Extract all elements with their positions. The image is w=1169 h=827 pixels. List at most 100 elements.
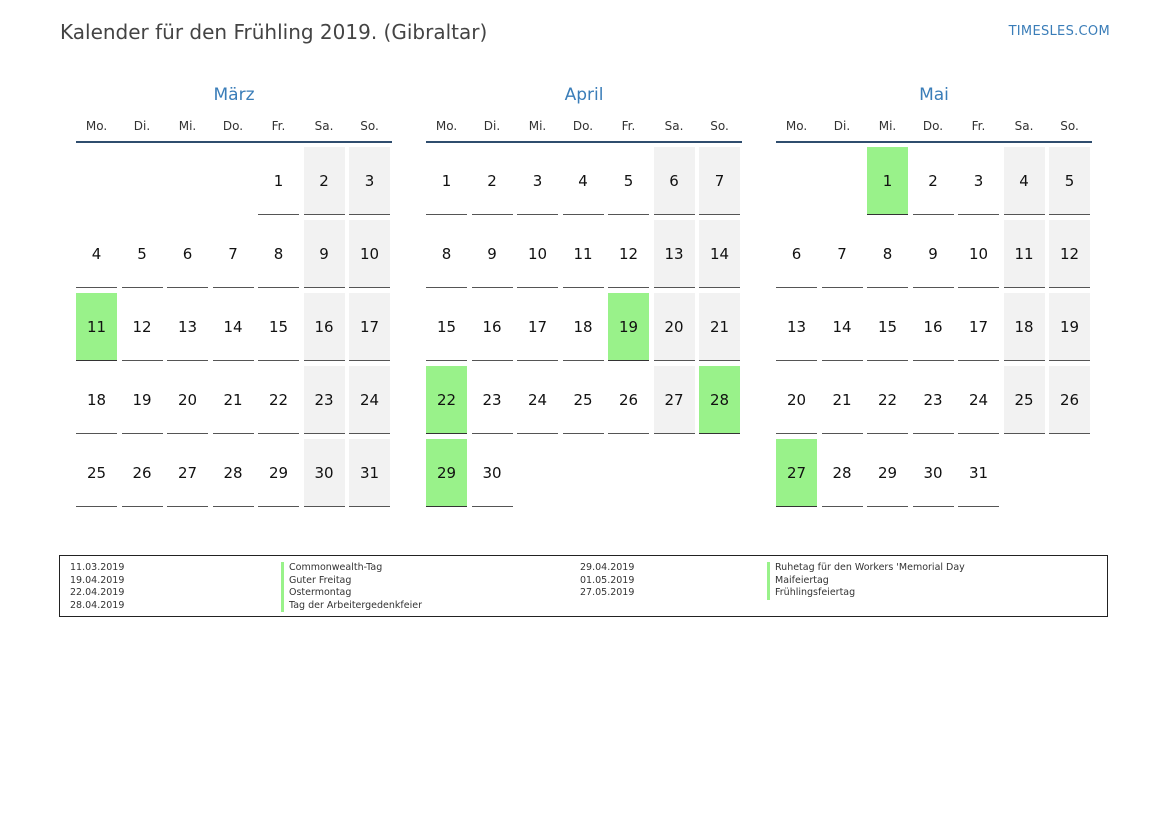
- weekend-day-cell: 17: [349, 293, 390, 361]
- weekend-day-cell: 9: [303, 220, 345, 288]
- weekend-day-cell: 24: [349, 366, 390, 434]
- weekday-header: Mo. Di. Mi. Do. Fr. Sa. So.: [76, 118, 392, 143]
- legend-date: 27.05.2019: [580, 587, 635, 598]
- weekday-label: Sa.: [664, 119, 684, 133]
- weekend-day-cell: 10: [349, 220, 390, 288]
- day-cell: 2: [912, 147, 954, 215]
- day-cell: 15: [867, 293, 908, 361]
- weekend-day-cell: 30: [303, 439, 345, 507]
- day-cell: 31: [958, 439, 999, 507]
- month-title: April: [564, 85, 604, 105]
- day-cell: 30: [471, 439, 513, 507]
- day-cell: 24: [517, 366, 558, 434]
- day-cell: 24: [958, 366, 999, 434]
- weekend-day-cell: 19: [1049, 293, 1090, 361]
- day-cell: 10: [517, 220, 558, 288]
- weekday-label: Do.: [922, 119, 944, 133]
- day-cell: 3: [517, 147, 558, 215]
- weekend-day-cell: 21: [699, 293, 740, 361]
- empty-day-cell: [563, 439, 604, 507]
- empty-day-cell: [608, 439, 649, 507]
- weekend-day-cell: 26: [1049, 366, 1090, 434]
- weekday-label: Mo.: [785, 119, 808, 133]
- weekend-day-cell: 6: [653, 147, 695, 215]
- day-cell: 13: [776, 293, 817, 361]
- day-cell: 26: [121, 439, 163, 507]
- weekend-day-cell: 5: [1049, 147, 1090, 215]
- weekend-day-cell: 20: [653, 293, 695, 361]
- legend-names-left: Commonwealth-Tag Guter Freitag Ostermont…: [281, 562, 422, 612]
- day-cell: 17: [517, 293, 558, 361]
- day-cell: 14: [212, 293, 254, 361]
- weekend-day-cell: 31: [349, 439, 390, 507]
- day-cell: 13: [167, 293, 208, 361]
- day-cell: 15: [258, 293, 299, 361]
- day-cell: 8: [426, 220, 467, 288]
- empty-day-cell: [76, 147, 117, 215]
- site-link[interactable]: TIMESLES.COM: [1008, 24, 1110, 39]
- legend-names-right: Ruhetag für den Workers 'Memorial Day Ma…: [767, 562, 965, 600]
- weekend-day-cell: 25: [1003, 366, 1045, 434]
- day-cell: 26: [608, 366, 649, 434]
- weekday-label: Mo.: [435, 119, 458, 133]
- day-cell: 4: [76, 220, 117, 288]
- holiday-day-cell: 29: [426, 439, 467, 507]
- day-cell: 29: [867, 439, 908, 507]
- day-cell: 3: [958, 147, 999, 215]
- weekend-day-cell: 12: [1049, 220, 1090, 288]
- weekday-label: Do.: [222, 119, 244, 133]
- day-cell: 14: [821, 293, 863, 361]
- empty-day-cell: [776, 147, 817, 215]
- empty-day-cell: [1049, 439, 1090, 507]
- weekday-header: Mo. Di. Mi. Do. Fr. Sa. So.: [426, 118, 742, 143]
- day-cell: 5: [608, 147, 649, 215]
- legend-holiday-name: Tag der Arbeitergedenkfeier: [281, 599, 422, 612]
- page-title: Kalender für den Frühling 2019. (Gibralt…: [60, 20, 488, 44]
- legend-date: 29.04.2019: [580, 562, 635, 573]
- weekday-label: Di.: [483, 119, 501, 133]
- day-cell: 25: [562, 366, 604, 434]
- holiday-day-cell: 1: [867, 147, 908, 215]
- empty-day-cell: [167, 147, 208, 215]
- weekday-header: Mo. Di. Mi. Do. Fr. Sa. So.: [776, 118, 1092, 143]
- day-cell: 18: [76, 366, 117, 434]
- weekend-day-cell: 11: [1003, 220, 1045, 288]
- day-cell: 18: [562, 293, 604, 361]
- day-cell: 27: [167, 439, 208, 507]
- weekday-label: Sa.: [314, 119, 334, 133]
- holiday-day-cell: 11: [76, 293, 117, 361]
- day-cell: 1: [426, 147, 467, 215]
- legend-date: 11.03.2019: [70, 562, 125, 573]
- days-grid: 1 2 3 4 5 6 7 8 9 10 11 12 13 14 15 16 17 18 19 20 21 22 23 24 2…: [426, 147, 742, 507]
- weekend-day-cell: 4: [1003, 147, 1045, 215]
- legend-date: 01.05.2019: [580, 574, 635, 586]
- empty-day-cell: [213, 147, 254, 215]
- day-cell: 9: [912, 220, 954, 288]
- legend-date: 19.04.2019: [70, 574, 125, 586]
- days-grid: 1 2 3 4 5 6 7 8 9 10 11 12 13 14 15 16 17 18 19 20 21 22 23 24 2…: [776, 147, 1092, 507]
- day-cell: 28: [821, 439, 863, 507]
- day-cell: 12: [121, 293, 163, 361]
- day-cell: 28: [212, 439, 254, 507]
- holiday-legend: 11.03.2019 19.04.2019 22.04.2019 28.04.2…: [59, 555, 1108, 617]
- holiday-day-cell: 19: [608, 293, 649, 361]
- day-cell: 5: [121, 220, 163, 288]
- weekday-label: Di.: [833, 119, 851, 133]
- legend-holiday-name: Ruhetag für den Workers 'Memorial Day: [767, 562, 965, 575]
- legend-date: 28.04.2019: [70, 599, 125, 611]
- day-cell: 7: [821, 220, 863, 288]
- month-title: Mai: [919, 85, 949, 105]
- weekday-label: So.: [1060, 119, 1079, 133]
- day-cell: 8: [258, 220, 299, 288]
- weekday-label: Sa.: [1014, 119, 1034, 133]
- day-cell: 16: [912, 293, 954, 361]
- day-cell: 8: [867, 220, 908, 288]
- holiday-day-cell: 28: [699, 366, 740, 434]
- day-cell: 23: [912, 366, 954, 434]
- day-cell: 15: [426, 293, 467, 361]
- weekend-day-cell: 14: [699, 220, 740, 288]
- empty-day-cell: [654, 439, 695, 507]
- day-cell: 10: [958, 220, 999, 288]
- legend-dates-right: 29.04.2019 01.05.2019 27.05.2019: [580, 562, 634, 600]
